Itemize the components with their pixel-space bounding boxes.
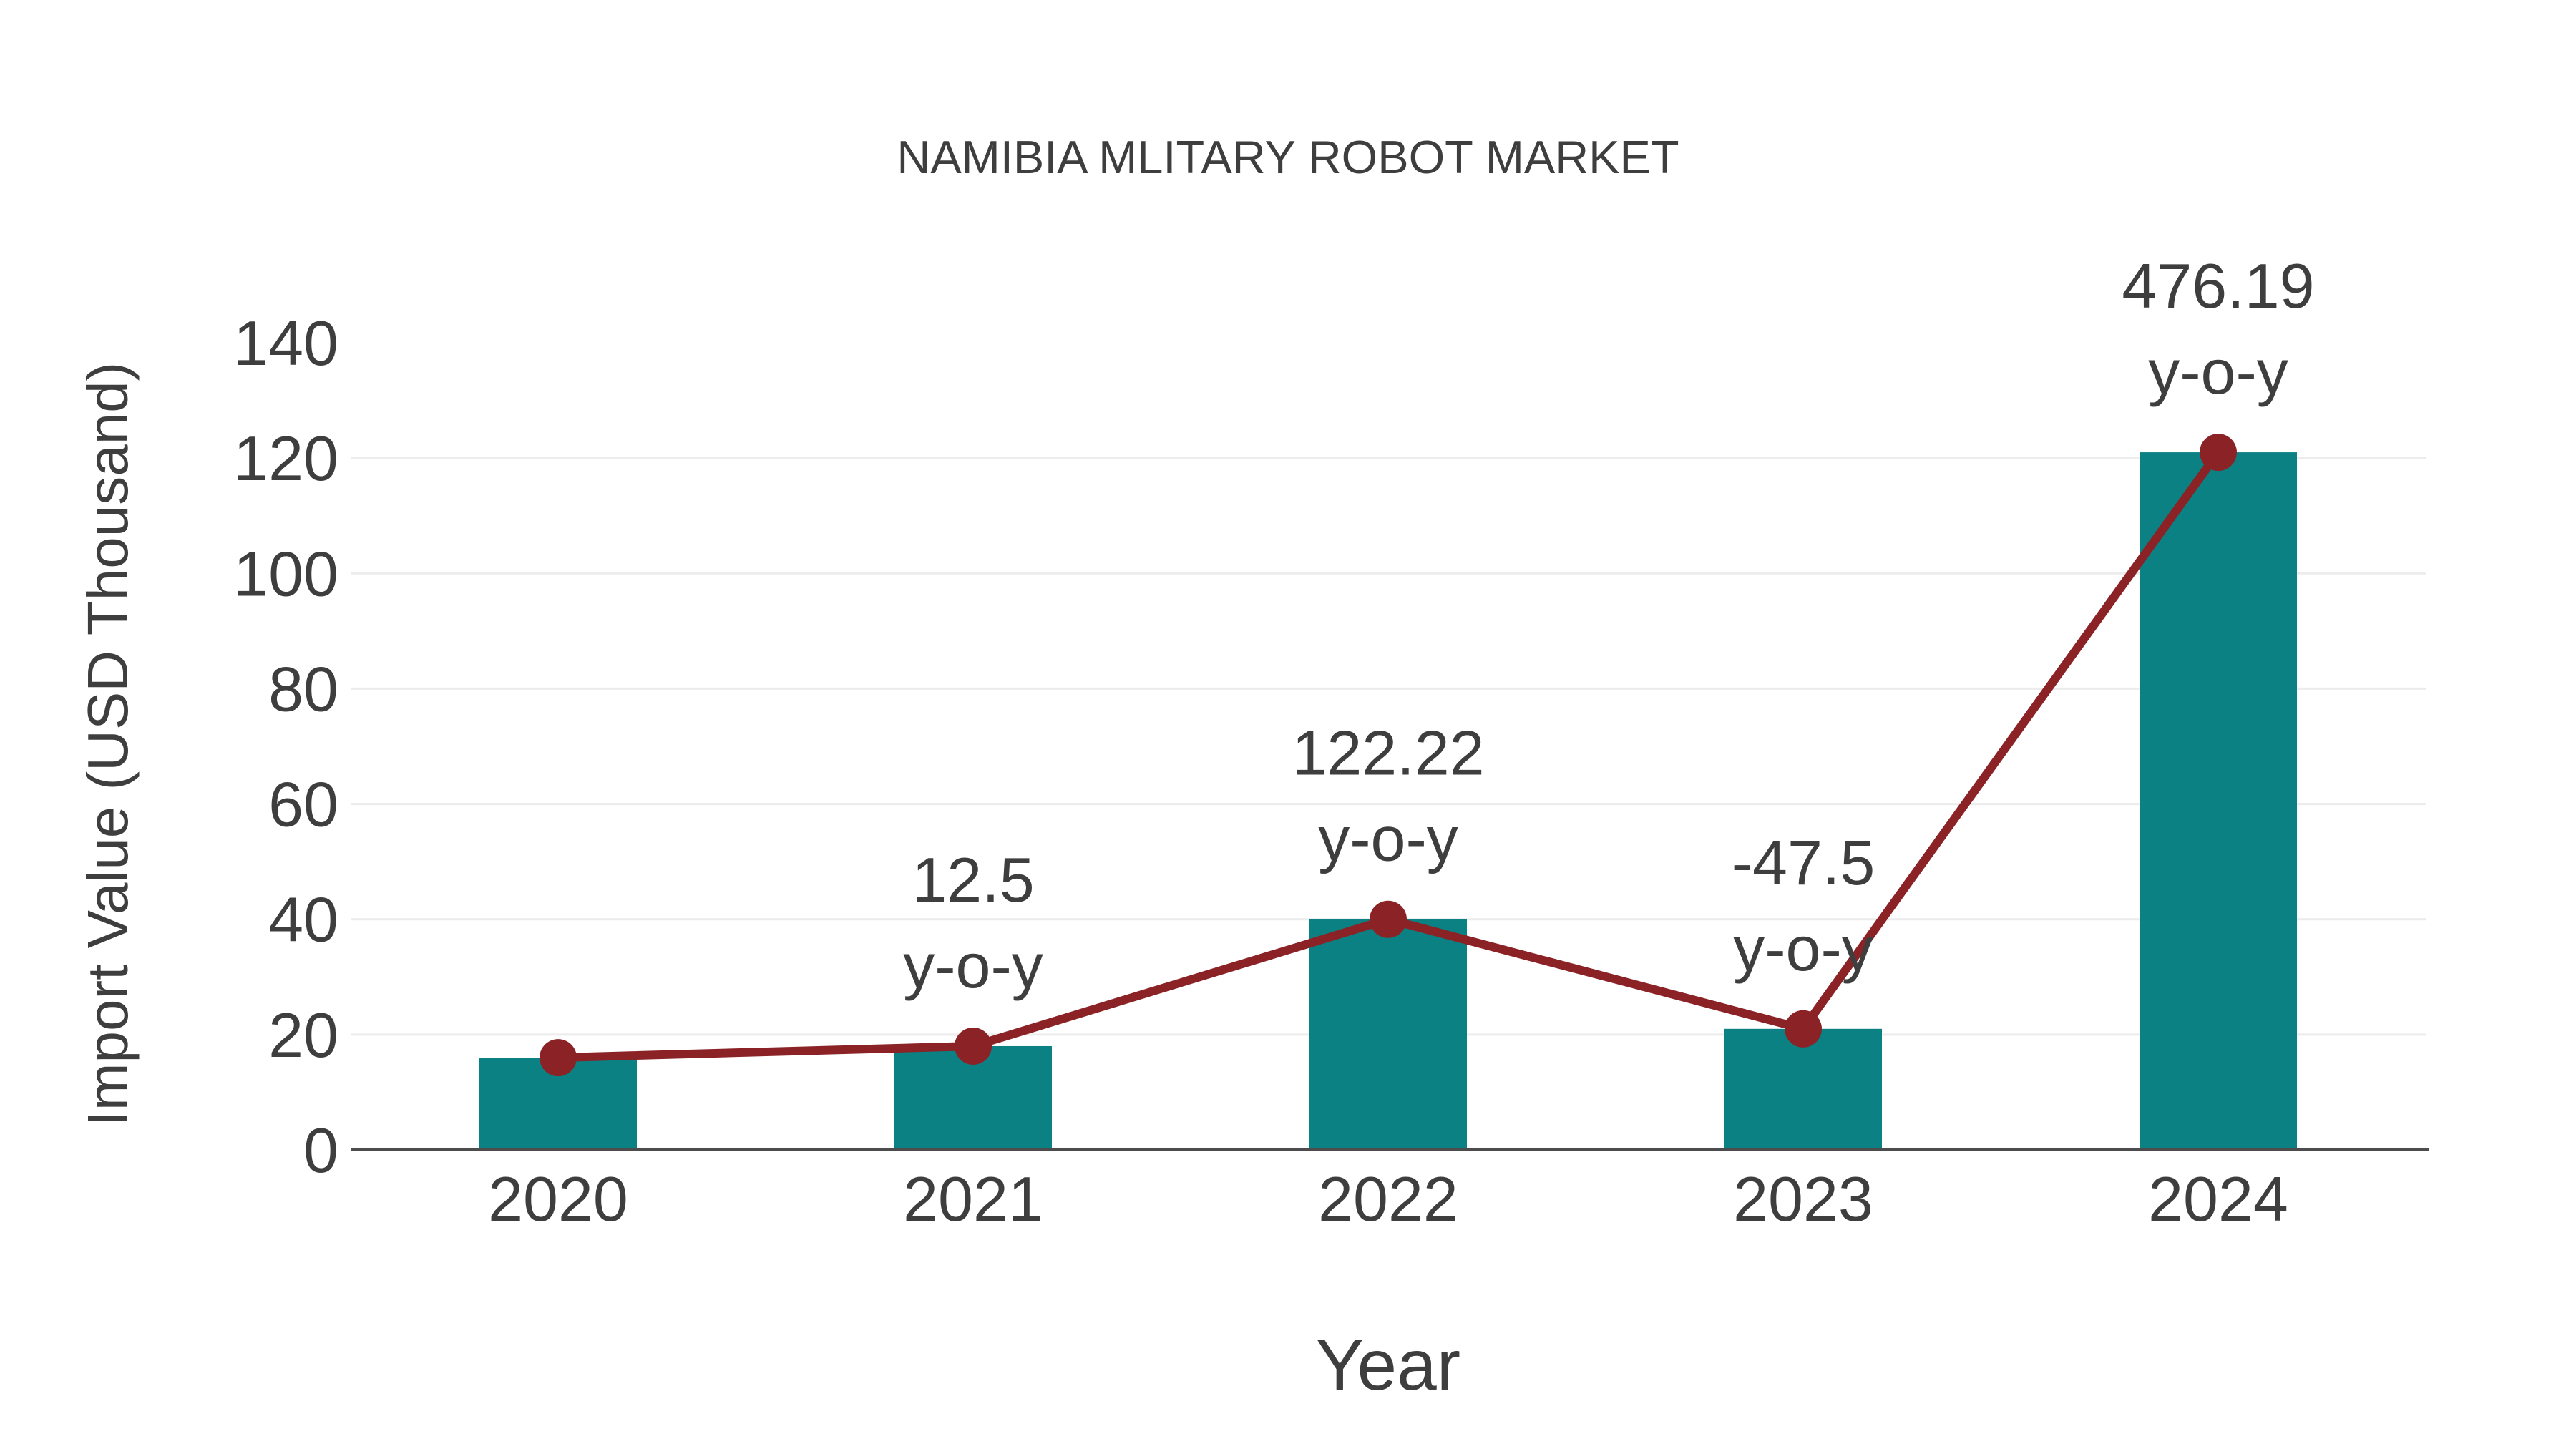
trend-marker-2023: [1785, 1010, 1822, 1048]
y-axis-title: Import Value (USD Thousand): [76, 362, 140, 1127]
annotation-2021-suffix: y-o-y: [903, 930, 1043, 1001]
gridlines-layer: [351, 457, 2426, 1036]
y-tick-label-20: 20: [268, 1000, 338, 1070]
trend-marker-2024: [2200, 434, 2237, 472]
y-tick-label-120: 120: [233, 423, 338, 494]
y-tick-label-100: 100: [233, 538, 338, 609]
annotation-2024-value: 476.19: [2122, 250, 2314, 321]
annotation-2022-value: 122.22: [1292, 718, 1484, 789]
annotation-2021-value: 12.5: [912, 844, 1034, 915]
bar-2022: [1309, 919, 1467, 1150]
y-tick-label-80: 80: [268, 653, 338, 724]
y-tick-label-60: 60: [268, 769, 338, 840]
y-tick-label-40: 40: [268, 884, 338, 955]
x-axis-title: Year: [1316, 1325, 1460, 1405]
x-tick-labels: 2020 2021 2022 2023 2024: [488, 1163, 2288, 1234]
x-tick-label-2021: 2021: [903, 1163, 1043, 1234]
trend-marker-2020: [540, 1039, 577, 1077]
chart-title: NAMIBIA MLITARY ROBOT MARKET: [897, 131, 1679, 183]
trend-marker-2022: [1370, 900, 1407, 938]
x-tick-label-2024: 2024: [2148, 1163, 2288, 1234]
y-tick-labels: 0 20 40 60 80 100 120 140: [233, 308, 338, 1186]
annotation-2023-suffix: y-o-y: [1733, 913, 1873, 984]
y-tick-label-140: 140: [233, 308, 338, 379]
y-tick-label-0: 0: [303, 1115, 338, 1186]
x-tick-label-2022: 2022: [1318, 1163, 1458, 1234]
annotation-2023-value: -47.5: [1732, 827, 1875, 898]
bar-series-layer: [479, 452, 2297, 1150]
annotation-2022-suffix: y-o-y: [1318, 804, 1458, 874]
trend-marker-2021: [955, 1027, 992, 1065]
annotation-2024-suffix: y-o-y: [2148, 336, 2288, 407]
bar-2023: [1724, 1028, 1882, 1150]
bar-2024: [2140, 452, 2297, 1150]
annotations-layer: 12.5 y-o-y 122.22 y-o-y -47.5 y-o-y 476.19 y-o-…: [903, 250, 2314, 1001]
x-tick-label-2020: 2020: [488, 1163, 628, 1234]
line-series-layer: [540, 434, 2237, 1077]
x-tick-label-2023: 2023: [1733, 1163, 1873, 1234]
